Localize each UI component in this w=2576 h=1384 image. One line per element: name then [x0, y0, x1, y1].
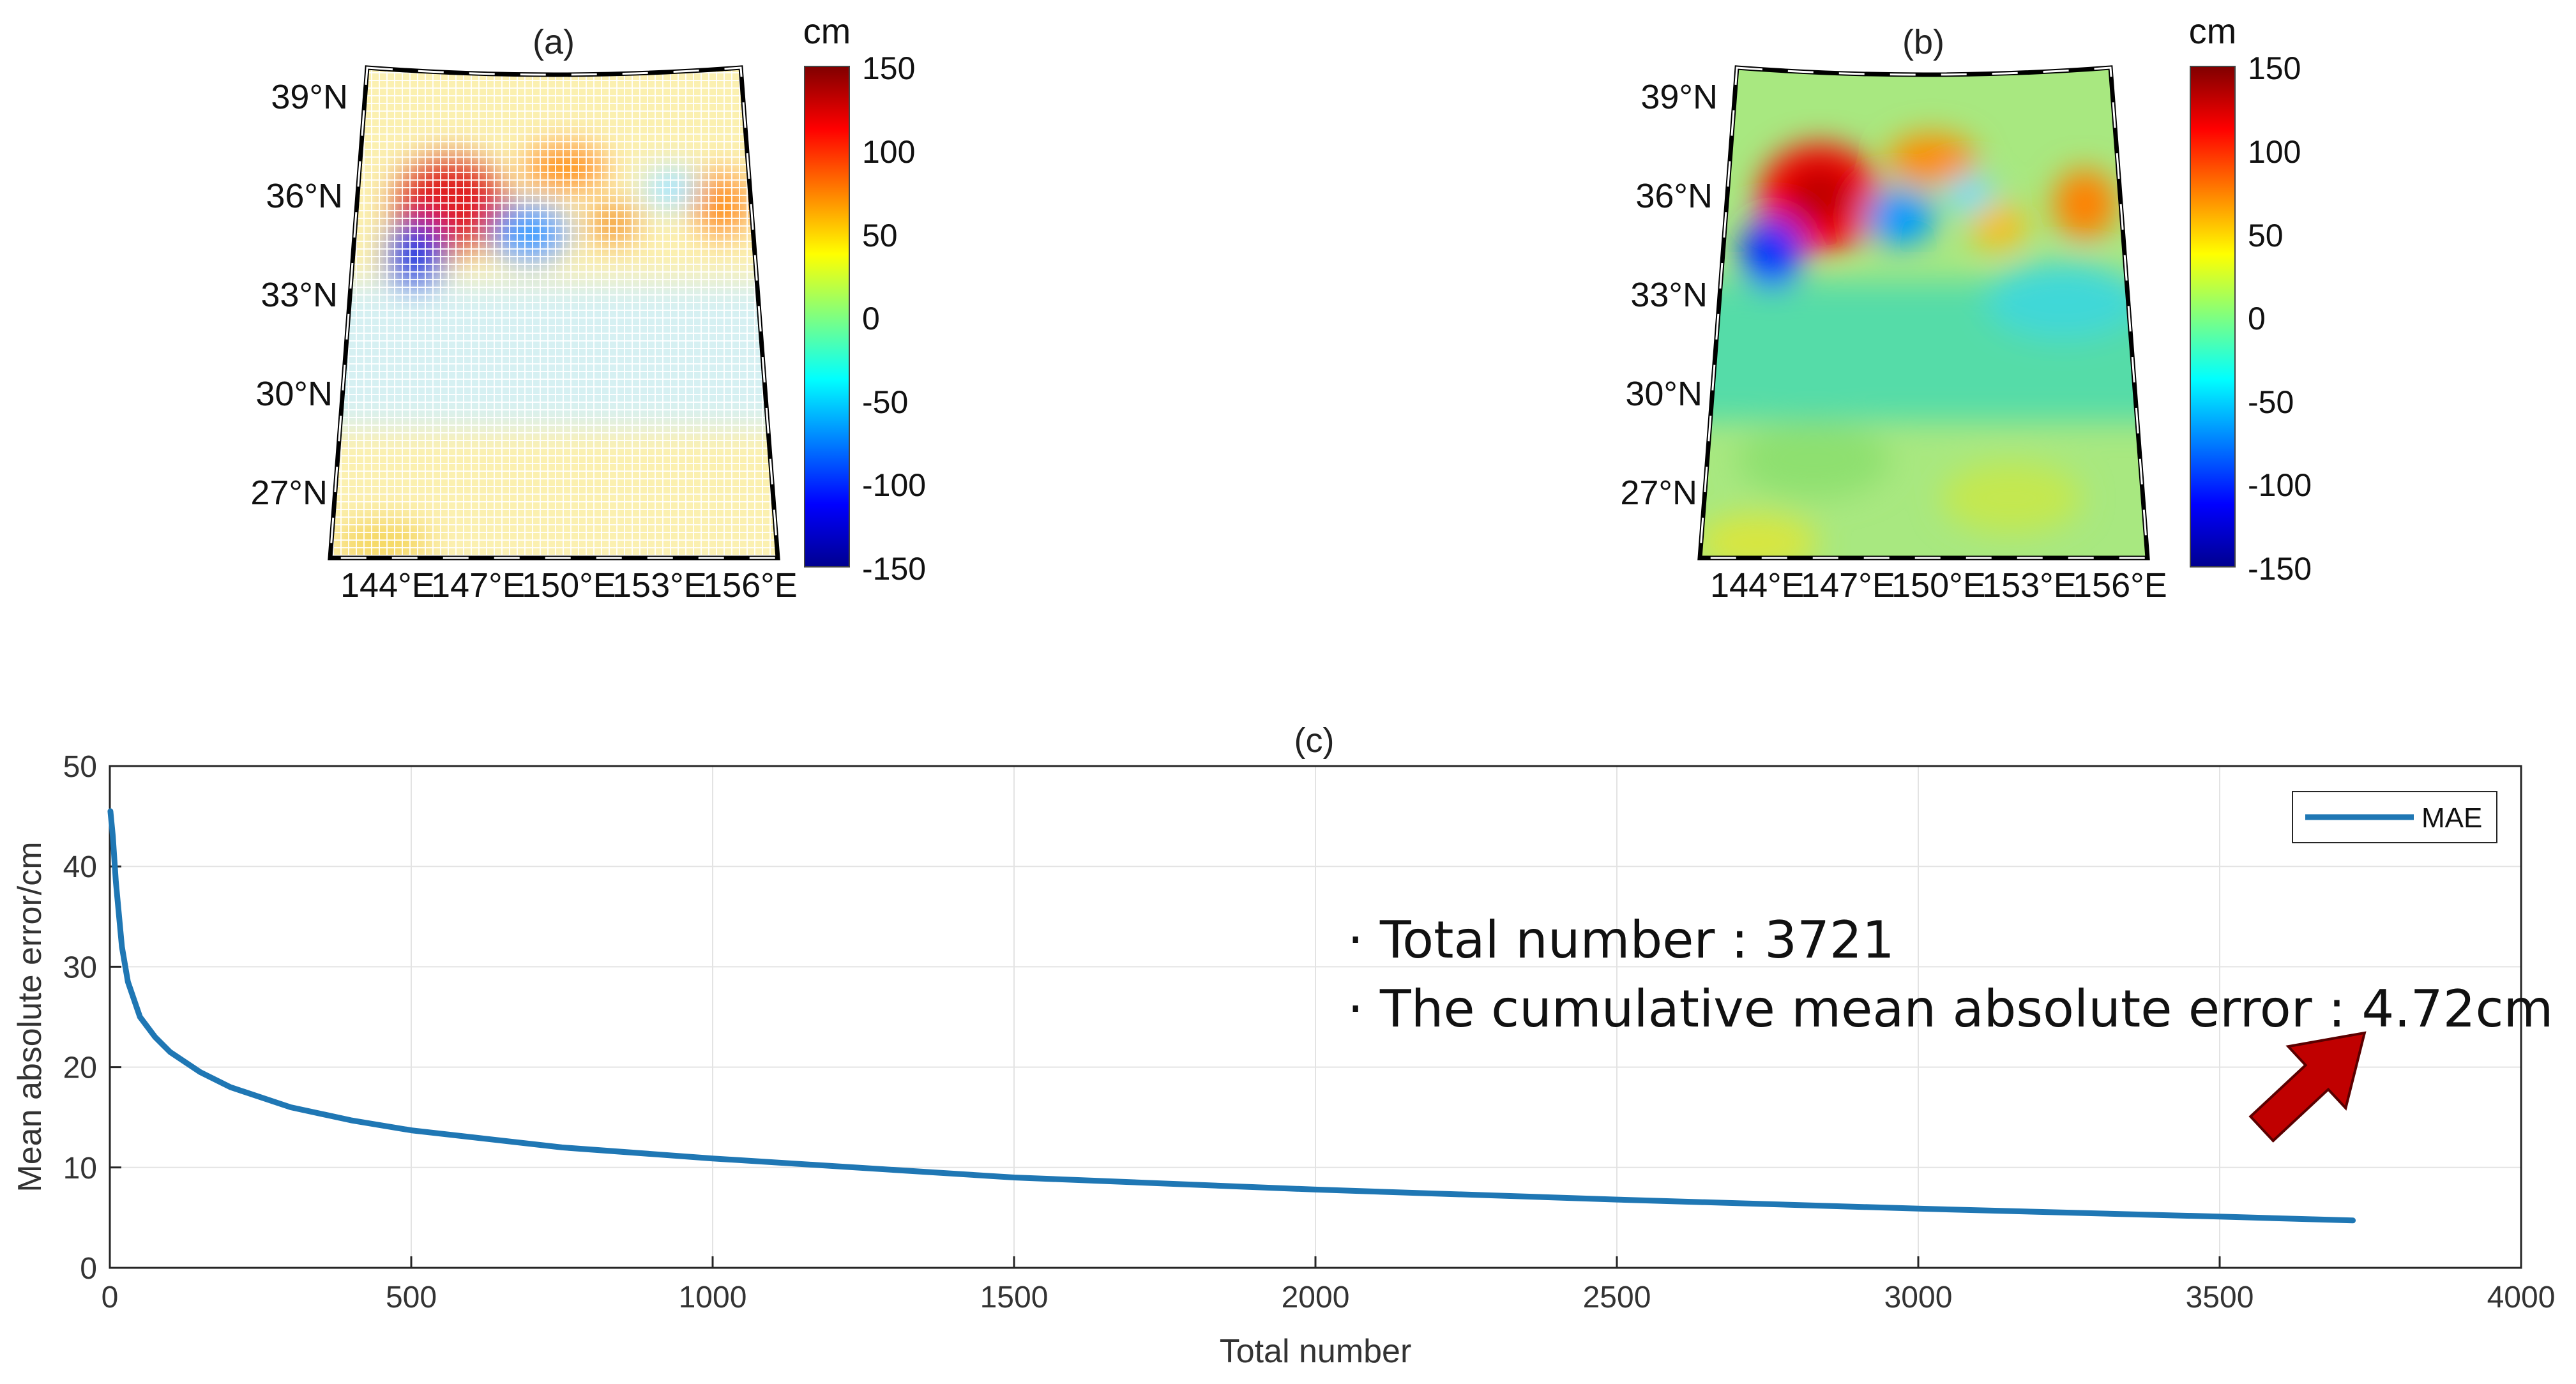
mae-line-chart: (c) 0 500 1000 1500 2000 2500 3000 3500 4000 0 10 2… — [11, 721, 2555, 1370]
map-frame-dash-a — [329, 66, 779, 559]
lon-label: 153°E — [1982, 566, 2077, 605]
lat-label: 30°N — [1625, 375, 1702, 413]
map-panel-a: (a) 39°N 36°N 33°N — [250, 11, 926, 605]
chart-title: (c) — [1294, 721, 1335, 760]
colorbar-tick: -150 — [2248, 551, 2312, 587]
x-tick-label: 2500 — [1583, 1281, 1651, 1314]
colorbar-gradient — [2190, 66, 2236, 568]
colorbar-tick: 150 — [862, 50, 915, 86]
x-tick-label: 4000 — [2487, 1281, 2556, 1314]
colorbar-unit: cm — [2189, 11, 2237, 51]
panel-label-a: (a) — [533, 23, 575, 61]
lon-label: 144°E — [340, 566, 435, 605]
colorbar-a: cm 150 100 50 0 -50 -100 -150 — [803, 11, 926, 587]
lon-label: 147°E — [1801, 566, 1895, 605]
x-axis-label: Total number — [1220, 1333, 1412, 1370]
x-tick-label: 1500 — [980, 1281, 1049, 1314]
plot-frame — [109, 765, 2522, 1269]
colorbar-tick: -150 — [862, 551, 926, 587]
series-layer — [107, 808, 2356, 1224]
colorbar-tick: -50 — [2248, 384, 2294, 420]
x-tick-label: 0 — [102, 1281, 119, 1314]
lat-label: 36°N — [266, 177, 343, 215]
lat-label: 27°N — [250, 474, 328, 512]
lon-label: 150°E — [522, 566, 616, 605]
colorbar-tick: 50 — [862, 218, 898, 253]
x-tick-label: 1000 — [679, 1281, 747, 1314]
lat-label: 39°N — [1640, 78, 1718, 116]
arrow-icon — [2248, 1031, 2367, 1143]
anomaly-field-b — [1700, 134, 2148, 558]
legend: MAE — [2292, 791, 2497, 843]
colorbar-tick: 150 — [2248, 50, 2301, 86]
colorbar-unit: cm — [803, 11, 851, 51]
lon-label: 156°E — [2073, 566, 2167, 605]
map-frame-dash-b — [1699, 66, 2149, 559]
x-tick-label: 500 — [386, 1281, 437, 1314]
lon-label: 156°E — [703, 566, 798, 605]
y-axis-label: Mean absolute error/cm — [11, 841, 49, 1192]
lon-label: 153°E — [612, 566, 707, 605]
colorbar-tick: 100 — [2248, 134, 2301, 170]
annotation-total: · Total number : 3721 — [1347, 910, 1895, 970]
annotation-cumulative-mae: · The cumulative mean absolute error : 4… — [1347, 979, 2553, 1039]
lat-label: 39°N — [271, 78, 348, 116]
lat-label: 33°N — [1630, 276, 1708, 314]
anomaly-field-a — [330, 68, 778, 558]
legend-entry-mae: MAE — [2421, 802, 2482, 834]
grid-lines — [110, 766, 2521, 1268]
lat-label: 30°N — [255, 375, 333, 413]
x-tick-label: 3000 — [1884, 1281, 1953, 1314]
lon-label: 150°E — [1891, 566, 1986, 605]
x-tick-label: 2000 — [1282, 1281, 1350, 1314]
colorbar-b: cm 150 100 50 0 -50 -100 -150 — [2189, 11, 2312, 587]
map-field-a — [330, 68, 778, 558]
y-tick-label: 20 — [63, 1051, 97, 1085]
colorbar-tick: -100 — [2248, 467, 2312, 503]
x-tick-label: 3500 — [2186, 1281, 2254, 1314]
colorbar-tick: 100 — [862, 134, 915, 170]
y-tick-label: 10 — [63, 1152, 97, 1185]
lat-label: 27°N — [1620, 474, 1697, 512]
y-tick-label: 50 — [63, 750, 97, 784]
colorbar-tick: -50 — [862, 384, 908, 420]
colorbar-gradient — [804, 66, 850, 568]
lat-label: 36°N — [1635, 177, 1713, 215]
lon-label: 144°E — [1710, 566, 1805, 605]
axis-ticks: 0 500 1000 1500 2000 2500 3000 3500 4000 0 10 20 30 4… — [63, 750, 2556, 1314]
y-tick-label: 0 — [80, 1252, 97, 1286]
lat-label: 33°N — [261, 276, 338, 314]
colorbar-tick: 0 — [2248, 301, 2266, 336]
panel-label-b: (b) — [1902, 23, 1944, 61]
y-tick-label: 30 — [63, 951, 97, 984]
colorbar-tick: -100 — [862, 467, 926, 503]
lon-label: 147°E — [431, 566, 526, 605]
series-line-mae — [107, 808, 2356, 1224]
colorbar-tick: 0 — [862, 301, 880, 336]
map-field-b — [1700, 68, 2148, 558]
colorbar-tick: 50 — [2248, 218, 2284, 253]
map-panel-b: (b) 39°N 36°N 33°N 30°N — [1620, 11, 2312, 605]
y-tick-label: 40 — [63, 850, 97, 884]
